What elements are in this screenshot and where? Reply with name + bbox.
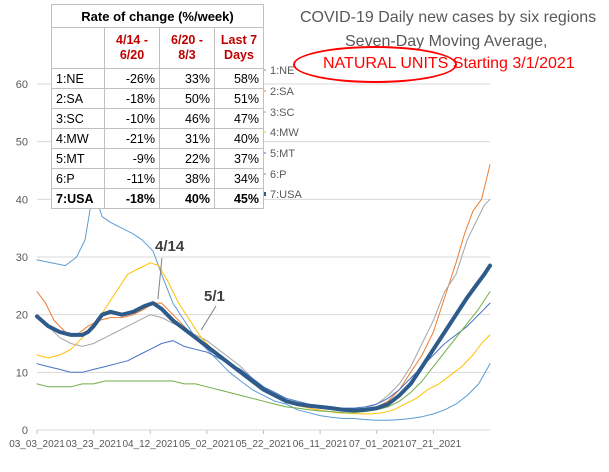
rate-of-change-table: Rate of change (%/week) 4/14 - 6/20 6/20… xyxy=(51,4,264,209)
table-cell: 51% xyxy=(214,88,264,109)
natural-units-label: NATURAL UNITS xyxy=(323,55,449,72)
table-cell: 34% xyxy=(214,168,264,189)
chart-title-line1: COVID-19 Daily new cases by six regions xyxy=(300,9,597,26)
legend-label: 4:MW xyxy=(270,127,299,139)
x-tick-label: 06_11_2021 xyxy=(293,439,348,450)
series-lines xyxy=(35,164,492,421)
y-tick-label: 30 xyxy=(16,252,28,264)
y-axis-ticks: 0 10 20 30 40 50 60 xyxy=(16,79,28,437)
x-axis-ticks: 03_03_2021 03_23_2021 04_12_2021 05_02_2021… xyxy=(9,430,462,450)
y-tick-label: 10 xyxy=(16,367,28,379)
table-row: 7:USA -18% 40% 45% xyxy=(51,188,264,209)
x-tick-label: 04_12_2021 xyxy=(122,439,178,450)
table-cell: 46% xyxy=(159,108,215,129)
table-cell: 40% xyxy=(214,128,264,149)
annotation-label: 4/14 xyxy=(155,238,185,255)
y-tick-label: 60 xyxy=(16,79,28,91)
y-tick-label: 0 xyxy=(22,425,28,437)
x-tick-label: 05_22_2021 xyxy=(236,439,292,450)
table-cell: -26% xyxy=(104,68,160,89)
column-header: 4/14 - 6/20 xyxy=(104,27,160,69)
table-cell: 31% xyxy=(159,128,215,149)
table-row: 2:SA -18% 50% 51% xyxy=(51,88,264,109)
table-cell: 37% xyxy=(214,148,264,169)
x-tick-label: 05_02_2021 xyxy=(179,439,235,450)
table-cell: 33% xyxy=(159,68,215,89)
table-cell: -18% xyxy=(104,88,160,109)
table-cell: -11% xyxy=(104,168,160,189)
chart-title-line3: NATURAL UNITS Starting 3/1/2021 xyxy=(323,55,575,73)
legend-label: 3:SC xyxy=(270,107,295,119)
y-tick-label: 50 xyxy=(16,137,28,149)
table-cell: 22% xyxy=(159,148,215,169)
table-row: 1:NE -26% 33% 58% xyxy=(51,68,264,89)
region-name: 4:MW xyxy=(51,128,105,149)
region-name: 3:SC xyxy=(51,108,105,129)
region-name: 7:USA xyxy=(51,188,105,209)
series-line-6-p xyxy=(36,291,491,414)
legend-label: 2:SA xyxy=(270,86,295,98)
annotation-label: 5/1 xyxy=(204,288,225,305)
series-line-7-usa xyxy=(35,263,492,413)
region-name: 6:P xyxy=(51,168,105,189)
table-row: 6:P -11% 38% 34% xyxy=(51,168,264,189)
starting-date-label: Starting 3/1/2021 xyxy=(448,55,575,72)
table-cell: -18% xyxy=(104,188,160,209)
legend-label: 6:P xyxy=(270,169,287,181)
table-cell: 47% xyxy=(214,108,264,129)
series-line-1-ne xyxy=(36,198,491,421)
table-cell: 58% xyxy=(214,68,264,89)
x-tick-label: 03_03_2021 xyxy=(9,439,65,450)
x-tick-label: 07_01_2021 xyxy=(349,439,405,450)
table-row: 3:SC -10% 46% 47% xyxy=(51,108,264,129)
region-name: 2:SA xyxy=(51,88,105,109)
legend-label: 5:MT xyxy=(270,148,295,160)
column-header: Last 7 Days xyxy=(214,27,264,69)
natural-units-highlight-oval xyxy=(293,46,457,83)
region-name: 1:NE xyxy=(51,68,105,89)
table-row: 5:MT -9% 22% 37% xyxy=(51,148,264,169)
table-cell: 45% xyxy=(214,188,264,209)
table-corner xyxy=(51,27,105,69)
annotation-leader xyxy=(200,305,217,331)
annotation-leader xyxy=(157,257,163,300)
legend: 1:NE 2:SA 3:SC 4:MW 5:MT 6:P 7:USA xyxy=(236,65,302,201)
table-cell: 50% xyxy=(159,88,215,109)
table-cell: 38% xyxy=(159,168,215,189)
column-header: 6/20 - 8/3 xyxy=(159,27,215,69)
table-cell: -10% xyxy=(104,108,160,129)
y-tick-label: 20 xyxy=(16,310,28,322)
x-tick-label: 03_23_2021 xyxy=(66,439,122,450)
region-name: 5:MT xyxy=(51,148,105,169)
annotations: 4/14 5/1 xyxy=(155,238,225,331)
legend-label: 1:NE xyxy=(270,65,294,77)
table-header: Rate of change (%/week) xyxy=(51,4,264,28)
table-cell: -21% xyxy=(104,128,160,149)
legend-label: 7:USA xyxy=(270,189,302,201)
series-line-5-mt xyxy=(36,302,491,409)
series-line-3-sc xyxy=(36,198,491,411)
x-tick-label: 07_21_2021 xyxy=(406,439,462,450)
table-row: 4:MW -21% 31% 40% xyxy=(51,128,264,149)
y-tick-label: 40 xyxy=(16,194,28,206)
table-cell: -9% xyxy=(104,148,160,169)
table-cell: 40% xyxy=(159,188,215,209)
